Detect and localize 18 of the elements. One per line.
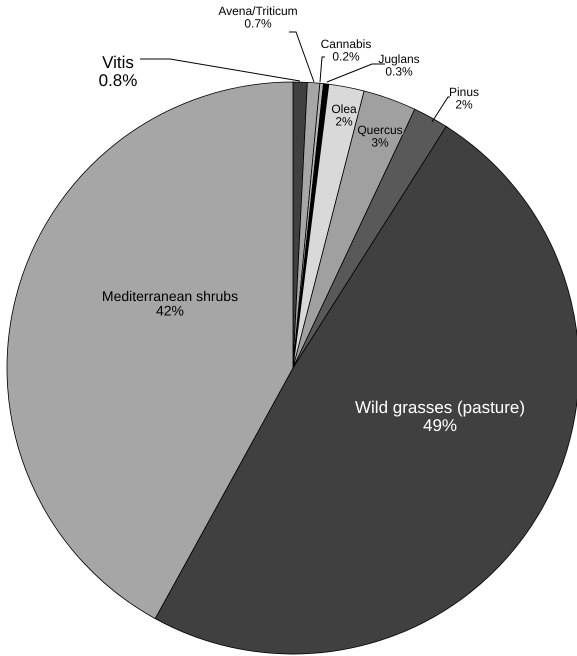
slice-label: Wild grasses (pasture) — [354, 398, 526, 417]
data-label: 0.8% — [98, 70, 138, 90]
slice-label: Quercus — [357, 123, 403, 137]
data-label: 0.7% — [244, 16, 272, 31]
data-label: 42% — [156, 302, 184, 319]
data-label: 3% — [371, 136, 389, 150]
slice-label: Juglans — [378, 52, 420, 66]
slice-label: Avena/Triticum — [218, 4, 298, 18]
data-label: 0.2% — [332, 50, 360, 64]
slice-label: Vitis — [102, 53, 134, 72]
data-label: 2% — [455, 98, 473, 112]
data-label: 2% — [335, 114, 353, 129]
slice-label: Pinus — [448, 85, 480, 99]
data-label: 0.3% — [385, 64, 413, 79]
slice-label: Cannabis — [320, 37, 372, 51]
data-label: 49% — [422, 416, 458, 435]
slice-label: Olea — [331, 102, 357, 116]
slice-label: Mediterranean shrubs — [102, 288, 238, 304]
